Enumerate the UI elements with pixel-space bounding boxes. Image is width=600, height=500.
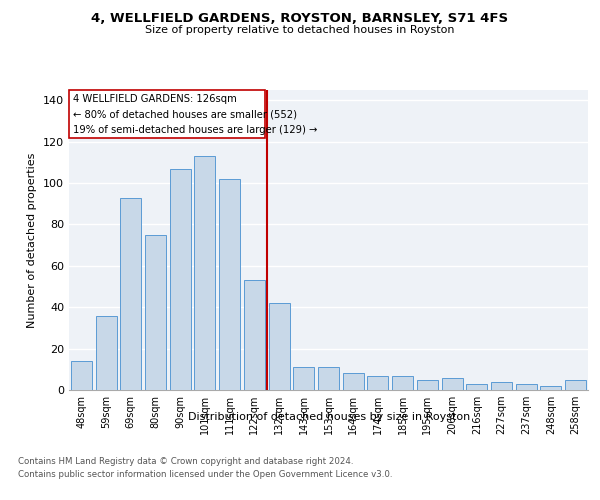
Bar [417,380,438,390]
Bar [565,380,586,390]
Bar [269,303,290,390]
Bar [293,367,314,390]
Bar [466,384,487,390]
Text: Distribution of detached houses by size in Royston: Distribution of detached houses by size … [188,412,470,422]
Text: Contains HM Land Registry data © Crown copyright and database right 2024.: Contains HM Land Registry data © Crown c… [18,458,353,466]
Bar [367,376,388,390]
Text: Size of property relative to detached houses in Royston: Size of property relative to detached ho… [145,25,455,35]
Bar [145,235,166,390]
Text: 19% of semi-detached houses are larger (129) →: 19% of semi-detached houses are larger (… [73,125,317,135]
Bar [219,179,240,390]
Bar [95,316,116,390]
Text: 4 WELLFIELD GARDENS: 126sqm: 4 WELLFIELD GARDENS: 126sqm [73,94,236,104]
Bar [71,361,92,390]
Bar [343,374,364,390]
Bar [318,367,339,390]
Bar [170,168,191,390]
Text: Contains public sector information licensed under the Open Government Licence v3: Contains public sector information licen… [18,470,392,479]
Bar [120,198,141,390]
Bar [392,376,413,390]
Bar [244,280,265,390]
Text: 4, WELLFIELD GARDENS, ROYSTON, BARNSLEY, S71 4FS: 4, WELLFIELD GARDENS, ROYSTON, BARNSLEY,… [91,12,509,26]
Y-axis label: Number of detached properties: Number of detached properties [28,152,37,328]
Bar [541,386,562,390]
Bar [194,156,215,390]
Bar [69,90,265,138]
Bar [442,378,463,390]
Text: ← 80% of detached houses are smaller (552): ← 80% of detached houses are smaller (55… [73,110,297,120]
Bar [491,382,512,390]
Bar [516,384,537,390]
